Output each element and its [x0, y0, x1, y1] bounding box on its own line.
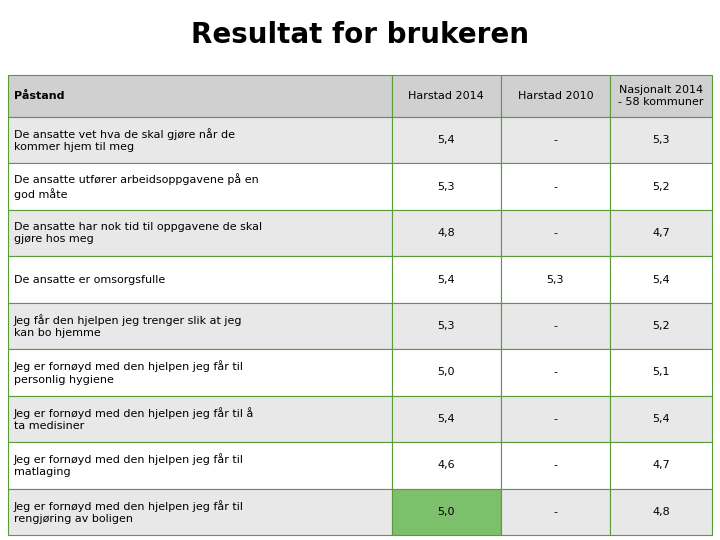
Text: -: - — [554, 460, 557, 470]
Text: Harstad 2010: Harstad 2010 — [518, 91, 593, 101]
Text: 5,3: 5,3 — [438, 181, 455, 192]
Text: 5,3: 5,3 — [438, 321, 455, 331]
Text: -: - — [554, 367, 557, 377]
Bar — [610, 349, 712, 396]
Text: De ansatte utfører arbeidsoppgavene på en
god måte: De ansatte utfører arbeidsoppgavene på e… — [14, 173, 258, 200]
Bar — [501, 164, 610, 210]
Text: 5,0: 5,0 — [438, 507, 455, 517]
Bar — [392, 117, 501, 164]
Bar — [392, 256, 501, 303]
Bar — [392, 210, 501, 256]
Text: 4,8: 4,8 — [437, 228, 455, 238]
Bar — [610, 396, 712, 442]
Bar — [501, 396, 610, 442]
Text: 5,4: 5,4 — [652, 274, 670, 285]
Text: 4,8: 4,8 — [652, 507, 670, 517]
Bar — [610, 117, 712, 164]
Bar — [8, 117, 392, 164]
Text: 5,3: 5,3 — [652, 135, 670, 145]
Text: 5,2: 5,2 — [652, 321, 670, 331]
Text: 5,3: 5,3 — [546, 274, 564, 285]
Bar — [392, 75, 501, 117]
Bar — [8, 164, 392, 210]
Bar — [392, 489, 501, 535]
Bar — [610, 256, 712, 303]
Text: Jeg får den hjelpen jeg trenger slik at jeg
kan bo hjemme: Jeg får den hjelpen jeg trenger slik at … — [14, 314, 243, 338]
Text: De ansatte har nok tid til oppgavene de skal
gjøre hos meg: De ansatte har nok tid til oppgavene de … — [14, 222, 262, 244]
Text: Jeg er fornøyd med den hjelpen jeg får til
rengjøring av boligen: Jeg er fornøyd med den hjelpen jeg får t… — [14, 500, 244, 524]
Text: Jeg er fornøyd med den hjelpen jeg får til
matlaging: Jeg er fornøyd med den hjelpen jeg får t… — [14, 453, 244, 477]
Bar — [8, 396, 392, 442]
Text: 4,7: 4,7 — [652, 460, 670, 470]
Bar — [610, 442, 712, 489]
Text: 5,1: 5,1 — [652, 367, 670, 377]
Text: 5,4: 5,4 — [438, 274, 455, 285]
Text: Harstad 2014: Harstad 2014 — [408, 91, 484, 101]
Bar — [8, 75, 392, 117]
Text: -: - — [554, 321, 557, 331]
Text: -: - — [554, 507, 557, 517]
Text: 5,2: 5,2 — [652, 181, 670, 192]
Bar — [392, 164, 501, 210]
Bar — [610, 210, 712, 256]
Bar — [501, 210, 610, 256]
Text: Jeg er fornøyd med den hjelpen jeg får til
personlig hygiene: Jeg er fornøyd med den hjelpen jeg får t… — [14, 360, 244, 384]
Bar — [610, 164, 712, 210]
Bar — [610, 489, 712, 535]
Text: 4,7: 4,7 — [652, 228, 670, 238]
Bar — [501, 75, 610, 117]
Text: Jeg er fornøyd med den hjelpen jeg får til å
ta medisiner: Jeg er fornøyd med den hjelpen jeg får t… — [14, 407, 254, 431]
Text: -: - — [554, 228, 557, 238]
Bar — [501, 349, 610, 396]
Bar — [610, 303, 712, 349]
Text: -: - — [554, 414, 557, 424]
Bar — [8, 442, 392, 489]
Bar — [8, 256, 392, 303]
Text: -: - — [554, 135, 557, 145]
Text: Nasjonalt 2014
- 58 kommuner: Nasjonalt 2014 - 58 kommuner — [618, 85, 703, 107]
Bar — [392, 303, 501, 349]
Bar — [392, 349, 501, 396]
Bar — [8, 303, 392, 349]
Bar — [392, 442, 501, 489]
Text: Resultat for brukeren: Resultat for brukeren — [191, 21, 529, 49]
Text: 5,0: 5,0 — [438, 367, 455, 377]
Bar — [501, 489, 610, 535]
Bar — [8, 210, 392, 256]
Text: De ansatte er omsorgsfulle: De ansatte er omsorgsfulle — [14, 274, 166, 285]
Text: 5,4: 5,4 — [438, 414, 455, 424]
Bar — [392, 396, 501, 442]
Bar — [501, 256, 610, 303]
Bar — [610, 75, 712, 117]
Bar — [501, 303, 610, 349]
Text: 5,4: 5,4 — [438, 135, 455, 145]
Bar — [8, 489, 392, 535]
Bar — [501, 117, 610, 164]
Text: 4,6: 4,6 — [438, 460, 455, 470]
Text: -: - — [554, 181, 557, 192]
Text: 5,4: 5,4 — [652, 414, 670, 424]
Bar — [8, 349, 392, 396]
Text: Påstand: Påstand — [14, 91, 65, 101]
Text: De ansatte vet hva de skal gjøre når de
kommer hjem til meg: De ansatte vet hva de skal gjøre når de … — [14, 128, 235, 152]
Bar — [501, 442, 610, 489]
